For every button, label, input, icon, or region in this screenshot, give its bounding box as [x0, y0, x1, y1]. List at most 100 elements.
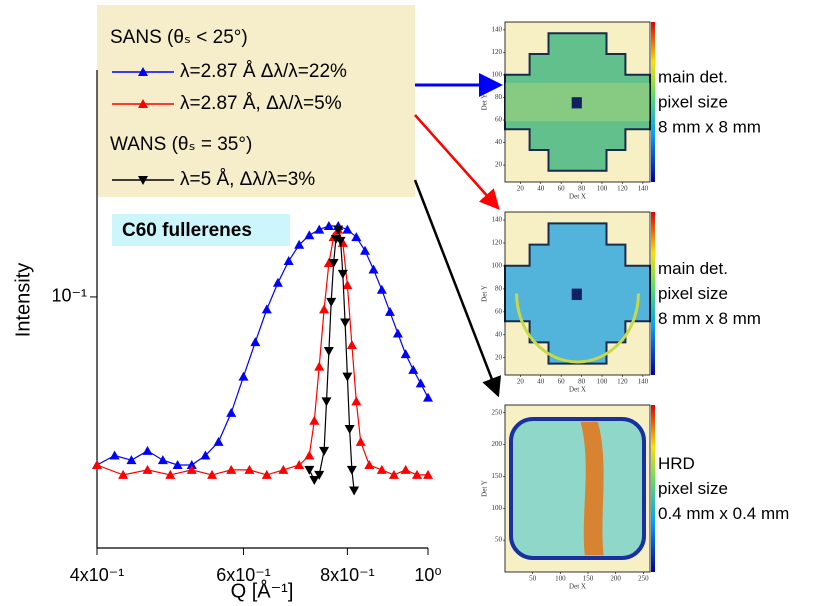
x-tick-label: 60 [558, 378, 566, 386]
marker [392, 328, 403, 338]
y-tick-label: 100 [492, 71, 503, 79]
y-tick-label: 120 [492, 239, 503, 247]
x-tick-label: 20 [517, 378, 525, 386]
marker [304, 450, 315, 460]
marker [346, 340, 357, 350]
marker [213, 436, 224, 446]
band [580, 421, 604, 556]
x-tick-label: 60 [558, 185, 566, 193]
marker [226, 464, 237, 474]
detector-panel: 20 40 60 80 100 120 140 20 40 60 80 100 120 140 Det X D… [481, 21, 761, 201]
marker [323, 258, 334, 268]
y-tick-label: 80 [495, 285, 503, 293]
legend-header: SANS (θₛ < 25°) [110, 27, 248, 48]
marker [250, 337, 261, 347]
y-tick-label: 20 [495, 161, 503, 169]
x-tick-label: 140 [638, 185, 649, 193]
y-tick-label: 140 [492, 216, 503, 224]
arrow [413, 179, 502, 398]
panel-note: 8 mm x 8 mm [658, 117, 761, 136]
marker [349, 486, 360, 496]
x-tick-label: 6x10⁻¹ [216, 565, 271, 585]
marker [423, 469, 433, 479]
marker [92, 459, 102, 469]
marker [376, 464, 387, 474]
marker [364, 459, 375, 469]
marker [340, 318, 351, 328]
x-tick-label: 200 [610, 575, 621, 583]
annotation-box [112, 214, 290, 246]
marker [342, 280, 353, 290]
ring [515, 293, 640, 364]
annotation: C60 fullerenes [122, 220, 252, 241]
y-tick-label: 40 [495, 138, 503, 146]
marker [283, 255, 294, 265]
detector-panel: 50 100 150 200 250 50 100 150 200 250 Det X Det Y HR… [481, 404, 789, 591]
x-tick-label: 4x10⁻¹ [70, 565, 125, 585]
marker [157, 455, 168, 465]
y-axis-label: Det Y [481, 480, 489, 497]
legend-label: λ=2.87 Å Δλ/λ=22% [180, 61, 347, 82]
y-axis-label: Det Y [481, 94, 489, 111]
x-tick-label: 80 [578, 378, 586, 386]
marker [384, 306, 395, 316]
marker [335, 236, 346, 246]
x-tick-label: 100 [597, 185, 608, 193]
legend-marker [138, 67, 148, 76]
marker [400, 349, 411, 359]
marker [142, 445, 153, 455]
beamstop [571, 97, 582, 109]
y-axis-label: Det Y [481, 285, 489, 302]
marker [314, 361, 325, 371]
marker [346, 465, 357, 475]
marker [142, 464, 153, 474]
marker [186, 464, 197, 474]
marker [351, 232, 362, 242]
marker [319, 304, 330, 314]
detector-area [509, 417, 646, 560]
panel-note: HRD [658, 454, 695, 473]
marker [408, 364, 419, 374]
y-tick-label: 100 [492, 504, 503, 512]
x-axis-label: Det X [569, 386, 586, 394]
y-tick-label: 150 [492, 472, 503, 480]
x-tick-label: 150 [583, 575, 594, 583]
panel-note: 0.4 mm x 0.4 mm [658, 504, 789, 523]
marker [207, 469, 218, 479]
legend-header: WANS (θₛ = 35°) [110, 134, 252, 155]
marker [200, 450, 211, 460]
marker [337, 269, 348, 279]
x-tick-label: 100 [597, 378, 608, 386]
marker [238, 371, 249, 381]
x-axis-label: Det X [569, 193, 586, 201]
colorbar [651, 22, 655, 182]
marker [294, 459, 305, 469]
marker [323, 220, 334, 230]
marker [261, 304, 272, 314]
marker [411, 469, 422, 479]
series-line [96, 225, 429, 466]
marker [360, 245, 371, 255]
marker [109, 450, 120, 460]
x-tick-label: 50 [529, 575, 537, 583]
marker [304, 230, 315, 240]
marker [351, 396, 362, 406]
y-tick-label: 60 [495, 116, 503, 124]
marker [226, 407, 237, 417]
legend-label: λ=2.87 Å, Δλ/λ=5% [180, 93, 342, 114]
panel-frame [504, 21, 651, 183]
y-tick-label: 120 [492, 48, 503, 56]
y-tick-label: 60 [495, 307, 503, 315]
marker [400, 464, 411, 474]
marker [342, 372, 353, 382]
series-line [96, 228, 428, 476]
marker [118, 469, 129, 479]
y-tick-label: 100 [492, 262, 503, 270]
marker [344, 424, 355, 434]
marker [294, 239, 305, 249]
x-tick-label: 40 [537, 378, 545, 386]
y-tick-label: 250 [492, 408, 503, 416]
x-tick-label: 100 [555, 575, 566, 583]
marker [333, 225, 344, 235]
panel-note: pixel size [658, 284, 728, 303]
